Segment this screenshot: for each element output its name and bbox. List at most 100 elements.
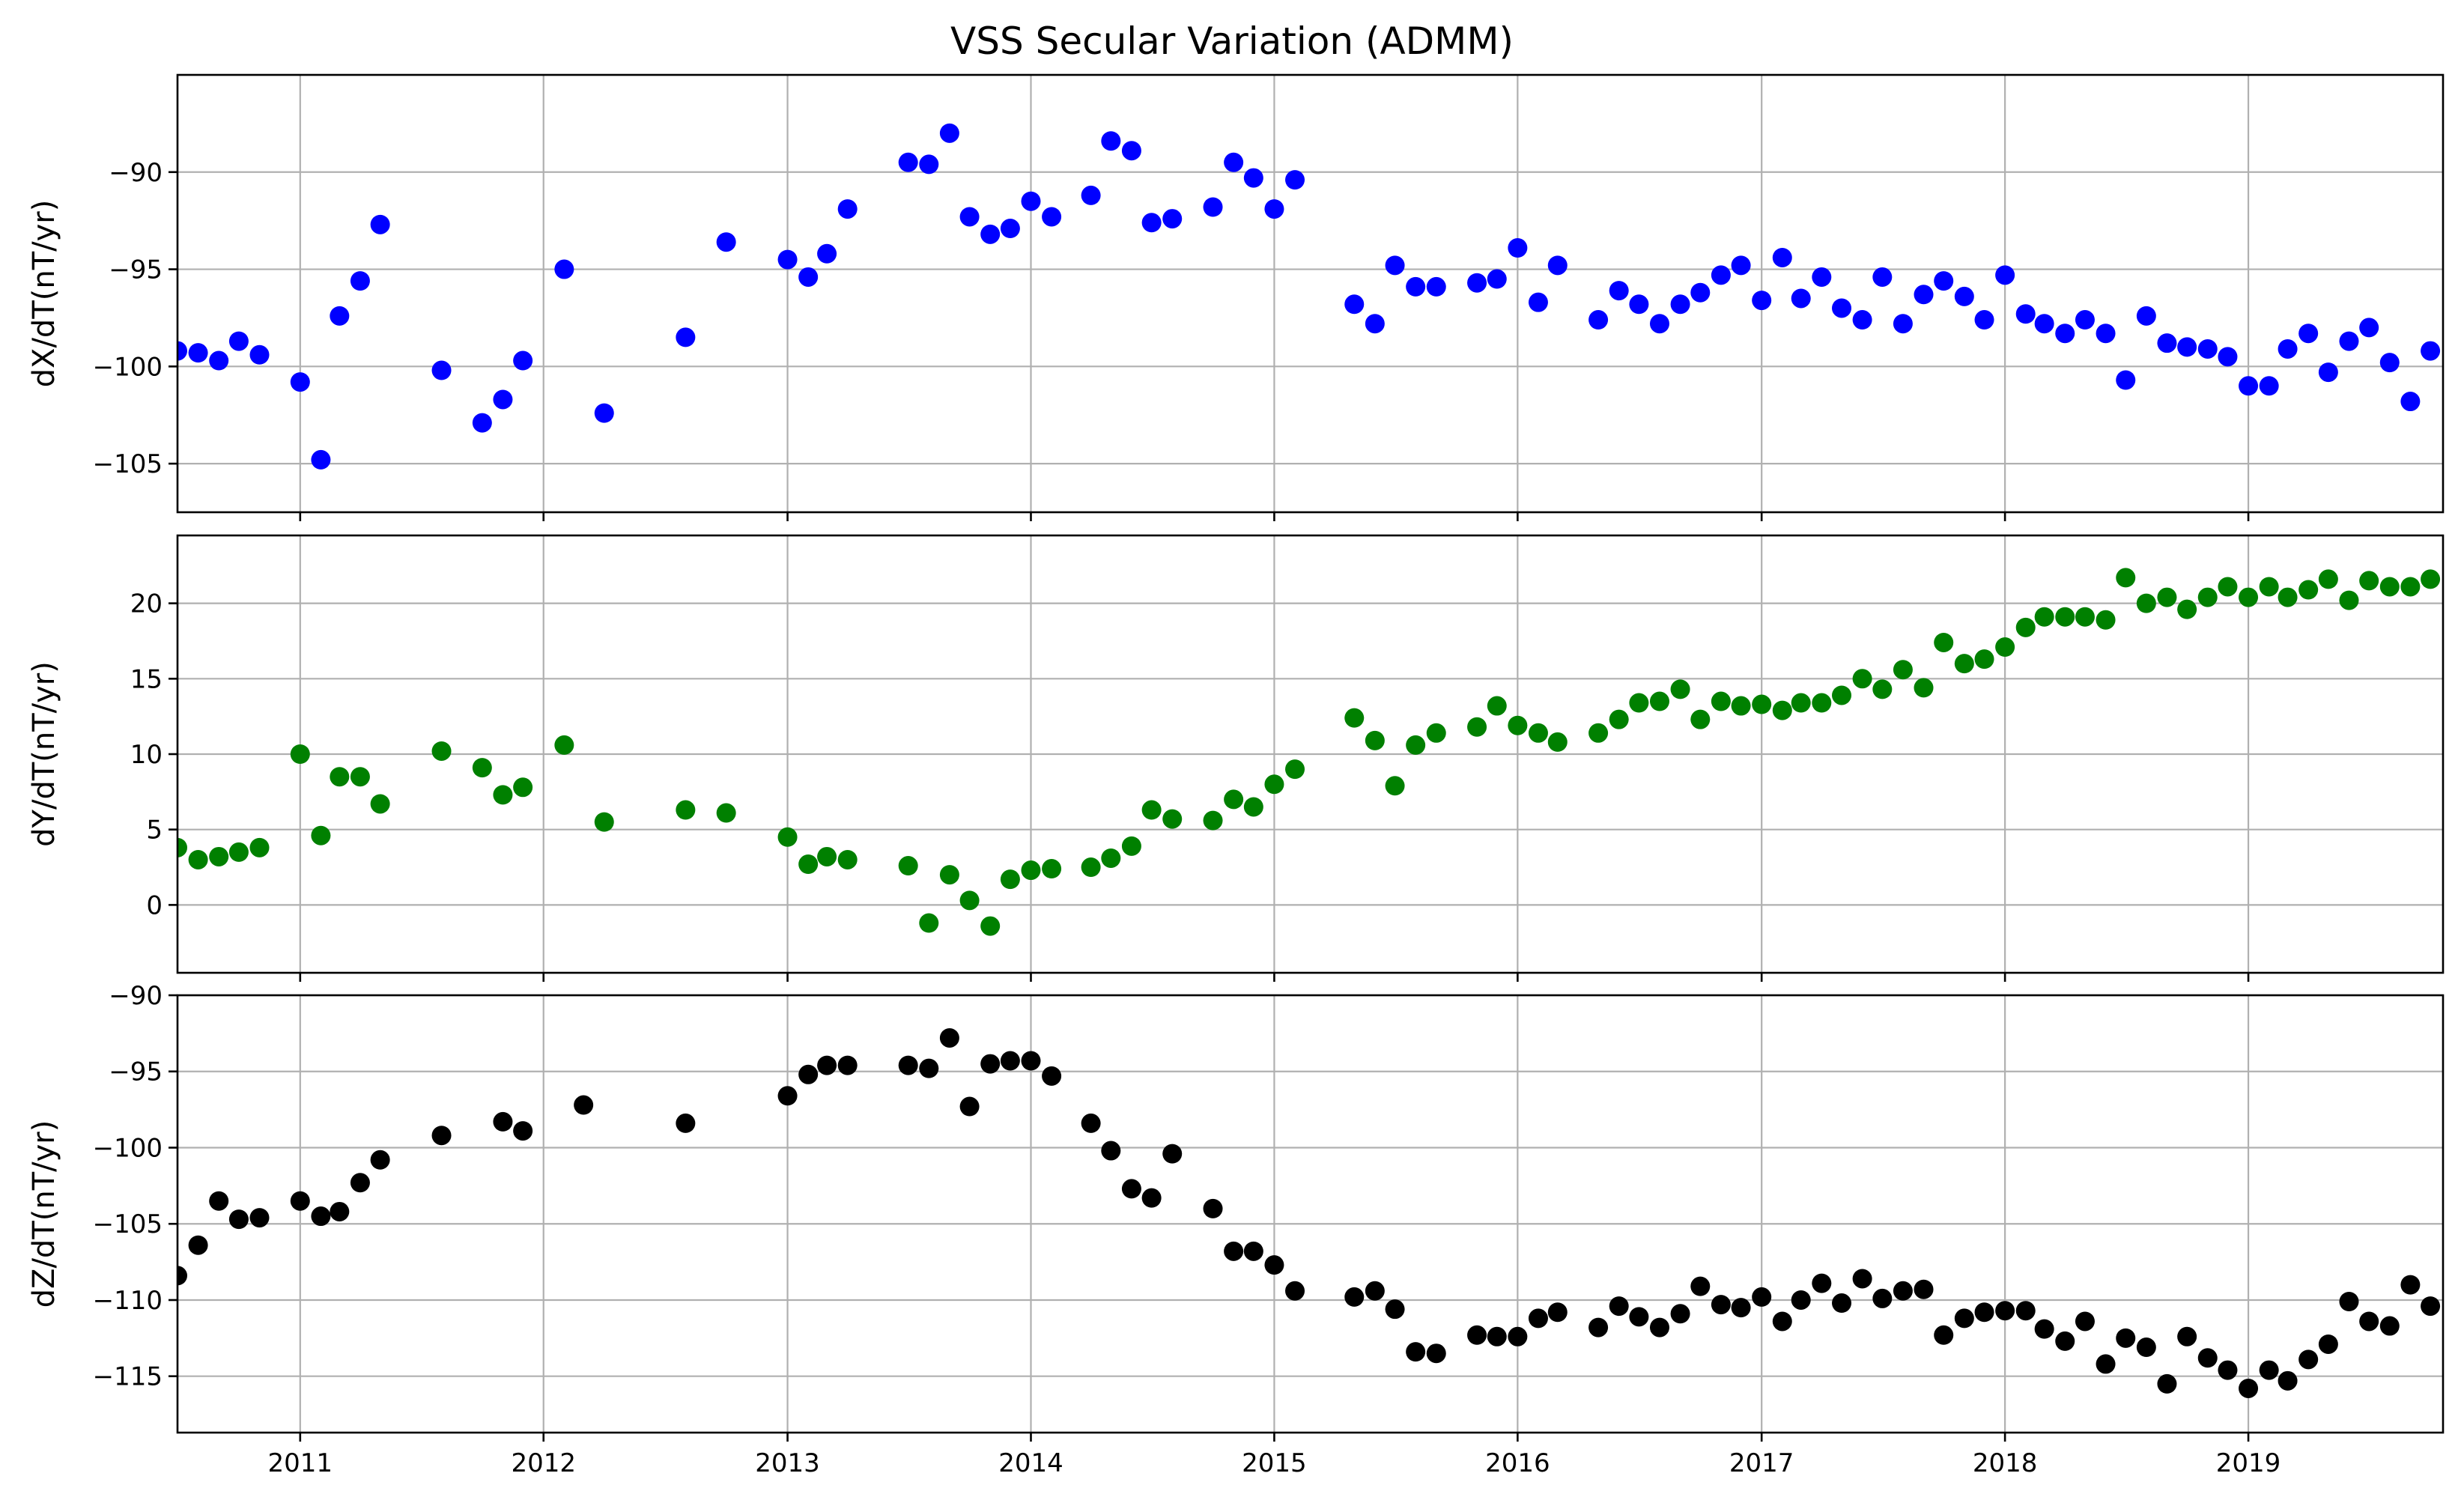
data-point [1731,255,1751,276]
data-point [2157,587,2177,607]
data-point [980,1054,1001,1074]
data-point [2239,1378,2259,1398]
data-point [2197,338,2218,359]
data-point [1629,294,1649,315]
data-point [1772,700,1792,720]
data-point [1872,1288,1893,1308]
data-point [2055,324,2075,344]
data-point [2034,1319,2054,1339]
data-point [1203,810,1223,831]
data-point [1406,276,1426,297]
data-point [1467,273,1487,293]
y-tick-label: −100 [93,1133,163,1163]
data-point [1772,247,1792,267]
data-point [1000,1051,1020,1071]
data-point [2259,577,2279,597]
data-point [249,837,270,857]
data-point [1670,679,1690,699]
x-tick-label: 2015 [1242,1448,1307,1478]
data-point [2157,1373,2177,1394]
data-point [2218,1360,2238,1380]
data-point [1974,649,1994,669]
y-tick-label: 5 [146,816,163,845]
data-point [290,744,310,764]
data-point [1121,1179,1141,1199]
data-point [2218,577,2238,597]
data-point [716,232,736,252]
data-point [330,767,350,787]
data-point [2034,607,2054,627]
y-tick-label: −105 [93,449,163,479]
data-point [716,803,736,823]
data-point [1285,170,1305,190]
data-point [1508,715,1528,735]
data-point [1243,797,1263,817]
panel-2: 2011 2012 2013 2014 2015 2016 2017 2018 2019 −90 −… [27,981,2445,1478]
data-point [1852,1269,1872,1289]
data-point [1264,774,1284,795]
data-point [1934,271,1954,291]
data-point [1385,255,1405,276]
data-point [1588,310,1609,330]
data-point [1629,693,1649,713]
data-point [1954,286,1974,306]
y-tick-label: 0 [146,890,163,920]
axes-frame [176,534,2445,974]
data-point [1101,848,1121,868]
data-point [209,1191,229,1211]
data-point [1243,1241,1263,1261]
data-point [2298,580,2319,600]
data-point [2298,324,2319,344]
data-point [1670,1304,1690,1324]
data-point [919,154,939,174]
data-point [1588,1317,1609,1338]
data-point [1101,131,1121,151]
data-point [1487,1326,1507,1346]
data-point [1711,691,1731,711]
data-point [1690,1276,1711,1296]
data-point [1467,717,1487,737]
data-point [2421,341,2441,361]
data-point [1344,708,1365,728]
data-point [311,1206,331,1227]
data-point [1285,1281,1305,1301]
data-point [2015,617,2036,637]
panel-0: −90 −95 −100 −105 dX/dT(nT/yr) [27,73,2445,521]
data-point [594,403,614,423]
data-point [2421,569,2441,589]
data-point [2379,1316,2400,1336]
data-point [1243,168,1263,188]
data-point [777,827,798,847]
data-point [676,1113,696,1133]
data-point [311,825,331,845]
data-point [472,413,492,433]
data-point [311,449,331,470]
data-point [513,1121,533,1141]
data-point [1365,730,1385,750]
data-point [2177,599,2197,619]
data-point [837,849,858,869]
data-point [939,865,959,885]
data-point [837,1055,858,1075]
data-point [2055,1331,2075,1351]
data-point [493,785,513,805]
data-point [1203,1198,1223,1218]
data-point [2136,1338,2156,1358]
data-point [1285,759,1305,780]
data-point [1385,776,1405,796]
data-point [1752,291,1772,311]
y-tick-label: −95 [109,255,163,285]
data-point [1609,1296,1629,1317]
axes-frame [176,994,2445,1434]
data-point [980,224,1001,244]
x-tick-label: 2014 [998,1448,1063,1478]
data-point [2379,353,2400,373]
data-point [2075,1311,2095,1332]
data-point [209,846,229,866]
data-point [2400,392,2421,412]
data-point [1426,1343,1446,1364]
data-point [493,389,513,410]
data-point [2157,333,2177,353]
data-point [493,1111,513,1132]
